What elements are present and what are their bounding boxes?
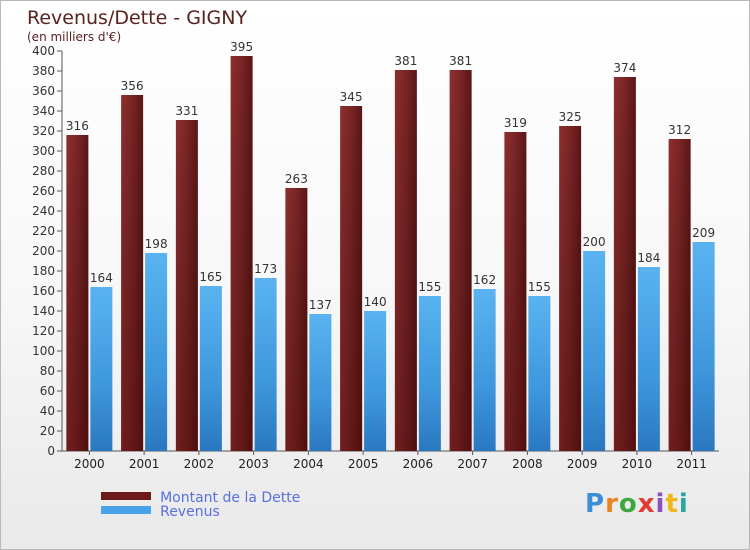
data-label-revenus-2009: 200 xyxy=(583,235,606,249)
bar-dette-shade-2007 xyxy=(449,70,472,451)
data-label-dette-2002: 331 xyxy=(175,104,198,118)
legend-swatch-dette xyxy=(101,492,151,500)
chart-subtitle: (en milliers d'€) xyxy=(27,30,122,44)
logo-letter: r xyxy=(605,489,619,519)
data-label-dette-2011: 312 xyxy=(668,123,691,137)
y-tick-label: 160 xyxy=(32,284,55,298)
logo-letter: t xyxy=(665,489,679,519)
bar-dette-shade-2010 xyxy=(613,77,636,451)
x-tick-label: 2005 xyxy=(348,457,379,471)
x-tick-label: 2011 xyxy=(676,457,707,471)
bar-revenus-2006 xyxy=(418,296,441,451)
bar-dette-shade-2000 xyxy=(66,135,89,451)
data-label-revenus-2000: 164 xyxy=(90,271,113,285)
bar-revenus-2001 xyxy=(145,253,168,451)
y-tick-label: 240 xyxy=(32,204,55,218)
y-tick-label: 200 xyxy=(32,244,55,258)
y-tick-label: 380 xyxy=(32,64,55,78)
y-tick-label: 360 xyxy=(32,84,55,98)
bar-dette-shade-2004 xyxy=(285,188,308,451)
legend-label-revenus: Revenus xyxy=(160,503,220,520)
bar-revenus-2010 xyxy=(637,267,660,451)
bar-revenus-2005 xyxy=(364,311,387,451)
y-tick-label: 340 xyxy=(32,104,55,118)
x-tick-label: 2000 xyxy=(74,457,105,471)
logo-letter: P xyxy=(585,489,606,519)
y-tick-label: 80 xyxy=(40,364,55,378)
data-label-revenus-2008: 155 xyxy=(528,280,551,294)
y-tick-label: 300 xyxy=(32,144,55,158)
logo-letter: i xyxy=(678,489,689,519)
data-label-dette-2007: 381 xyxy=(449,54,472,68)
legend-swatch-revenus xyxy=(101,506,151,514)
data-label-dette-2000: 316 xyxy=(66,119,89,133)
data-label-revenus-2007: 162 xyxy=(473,273,496,287)
legend-item-dette: Montant de la Dette xyxy=(101,487,301,506)
bar-dette-shade-2009 xyxy=(559,126,582,451)
y-tick-label: 400 xyxy=(32,44,55,58)
bar-revenus-2007 xyxy=(473,289,496,451)
legend-item-revenus: Revenus xyxy=(101,501,220,520)
legend-label-dette: Montant de la Dette xyxy=(160,489,301,506)
data-label-dette-2004: 263 xyxy=(285,172,308,186)
y-tick-label: 260 xyxy=(32,184,55,198)
data-label-dette-2009: 325 xyxy=(559,110,582,124)
y-tick-label: 280 xyxy=(32,164,55,178)
y-tick-label: 140 xyxy=(32,304,55,318)
bar-revenus-2000 xyxy=(90,287,113,451)
y-tick-label: 320 xyxy=(32,124,55,138)
proxiti-logo: Proxiti xyxy=(585,489,689,519)
x-tick-label: 2004 xyxy=(293,457,324,471)
y-tick-label: 120 xyxy=(32,324,55,338)
y-tick-label: 60 xyxy=(40,384,55,398)
data-label-revenus-2003: 173 xyxy=(254,262,277,276)
bar-dette-shade-2002 xyxy=(175,120,198,451)
data-label-revenus-2001: 198 xyxy=(145,237,168,251)
x-tick-label: 2010 xyxy=(622,457,653,471)
data-label-dette-2003: 395 xyxy=(230,40,253,54)
x-tick-label: 2001 xyxy=(129,457,160,471)
bar-revenus-2002 xyxy=(199,286,222,451)
y-tick-label: 40 xyxy=(40,404,55,418)
data-label-dette-2006: 381 xyxy=(394,54,417,68)
data-label-dette-2008: 319 xyxy=(504,116,527,130)
bar-dette-shade-2001 xyxy=(121,95,144,451)
bar-revenus-2008 xyxy=(528,296,551,451)
y-tick-label: 20 xyxy=(40,424,55,438)
bar-dette-shade-2008 xyxy=(504,132,527,451)
bar-dette-shade-2003 xyxy=(230,56,253,451)
y-tick-label: 180 xyxy=(32,264,55,278)
bar-revenus-2004 xyxy=(309,314,332,451)
x-tick-label: 2006 xyxy=(403,457,434,471)
bar-revenus-2003 xyxy=(254,278,277,451)
data-label-revenus-2005: 140 xyxy=(364,295,387,309)
bar-dette-shade-2006 xyxy=(394,70,417,451)
bar-revenus-2009 xyxy=(583,251,606,451)
data-label-dette-2010: 374 xyxy=(613,61,636,75)
logo-letter: i xyxy=(655,489,666,519)
logo-letter: o xyxy=(618,489,638,519)
y-tick-label: 0 xyxy=(47,444,55,458)
x-tick-label: 2007 xyxy=(457,457,488,471)
bar-revenus-2011 xyxy=(692,242,715,451)
bar-dette-shade-2005 xyxy=(340,106,363,451)
data-label-revenus-2006: 155 xyxy=(418,280,441,294)
x-tick-label: 2002 xyxy=(184,457,215,471)
chart-title: Revenus/Dette - GIGNY xyxy=(27,7,248,29)
y-tick-label: 220 xyxy=(32,224,55,238)
data-label-dette-2005: 345 xyxy=(340,90,363,104)
x-tick-label: 2009 xyxy=(567,457,598,471)
x-tick-label: 2003 xyxy=(238,457,269,471)
bar-dette-shade-2011 xyxy=(668,139,691,451)
x-tick-label: 2008 xyxy=(512,457,543,471)
data-label-revenus-2002: 165 xyxy=(199,270,222,284)
data-label-revenus-2004: 137 xyxy=(309,298,332,312)
data-label-dette-2001: 356 xyxy=(121,79,144,93)
logo-letter: x xyxy=(637,489,656,519)
data-label-revenus-2010: 184 xyxy=(637,251,660,265)
data-label-revenus-2011: 209 xyxy=(692,226,715,240)
y-tick-label: 100 xyxy=(32,344,55,358)
